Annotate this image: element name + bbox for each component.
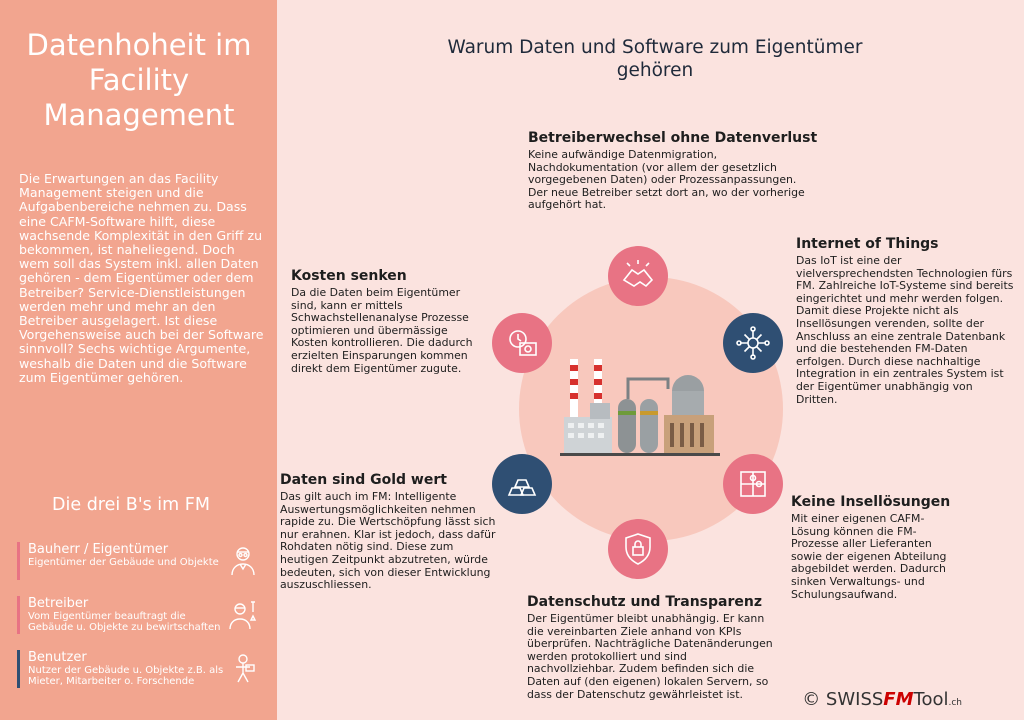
block-text: Das IoT ist eine der vielversprechendste… [796,254,1014,406]
role-desc: Vom Eigentümer beauftragt die Gebäude u.… [28,611,221,633]
block-iot: Internet of Things Das IoT ist eine der … [796,236,1016,406]
block-insel: Keine Insellösungen Mit einer eigenen CA… [791,494,961,601]
brand-credit: © SWISSFMTool.ch [802,689,962,710]
architect-icon [231,547,255,576]
block-betreiberwechsel: Betreiberwechsel ohne Datenverlust Keine… [528,130,818,212]
money-clock-icon [509,330,537,356]
block-heading: Datenschutz und Transparenz [527,594,762,610]
puzzle-icon [740,471,766,497]
block-heading: Keine Insellösungen [791,494,951,510]
sidebar-intro: Die Erwartungen an das Facility Manageme… [19,171,264,385]
block-heading: Betreiberwechsel ohne Datenverlust [528,130,818,146]
role-betreiber: Betreiber Vom Eigentümer beauftragt die … [17,596,267,636]
sidebar: Datenhoheit im Facility Management Die E… [0,0,277,720]
shield-lock-icon [625,533,651,565]
credit-fm: FM [883,689,914,710]
badge-gold [492,454,552,514]
badge-betreiberwechsel [608,246,668,306]
role-bauherr: Bauherr / Eigentümer Eigentümer der Gebä… [17,542,267,582]
block-text: Der Eigentümer bleibt unabhängig. Er kan… [527,612,773,701]
credit-prefix: © SWISS [802,689,884,710]
block-datenschutz: Datenschutz und Transparenz Der Eigentüm… [527,594,775,701]
block-heading: Internet of Things [796,236,939,252]
user-icon [236,654,255,683]
block-gold: Daten sind Gold wert Das gilt auch im FM… [280,472,502,592]
block-text: Da die Daten beim Eigentümer sind, kann … [291,286,473,375]
block-text: Mit einer eigenen CAFM-Lösung können die… [791,512,947,601]
badge-iot [723,313,783,373]
main-title: Warum Daten und Software zum Eigentümer … [447,37,863,81]
factory-icon [560,359,720,456]
badge-kosten [492,313,552,373]
role-benutzer: Benutzer Nutzer der Gebäude u. Objekte z… [17,650,267,690]
block-kosten: Kosten senken Da die Daten beim Eigentüm… [291,268,479,375]
role-desc: Eigentümer der Gebäude und Objekte [28,557,219,568]
technician-icon [229,601,257,630]
badge-insel [723,454,783,514]
block-heading: Daten sind Gold wert [280,472,447,488]
credit-tld: .ch [948,698,962,708]
role-name: Betreiber [28,596,89,611]
role-bar [17,542,20,580]
role-desc: Nutzer der Gebäude u. Objekte z.B. als M… [28,665,224,687]
credit-tool: Tool [913,689,949,710]
role-bar [17,596,20,634]
block-heading: Kosten senken [291,268,407,284]
role-name: Benutzer [28,650,87,665]
handshake-icon [622,260,654,288]
gold-bars-icon [507,479,537,496]
block-text: Das gilt auch im FM: Intelligente Auswer… [280,490,496,592]
block-text: Keine aufwändige Datenmigration, Nachdok… [528,148,805,212]
badge-datenschutz [608,519,668,579]
sidebar-subtitle: Die drei B's im FM [52,495,210,515]
network-icon [736,326,770,360]
role-bar [17,650,20,688]
role-name: Bauherr / Eigentümer [28,542,169,557]
sidebar-title: Datenhoheit im Facility Management [26,28,252,132]
